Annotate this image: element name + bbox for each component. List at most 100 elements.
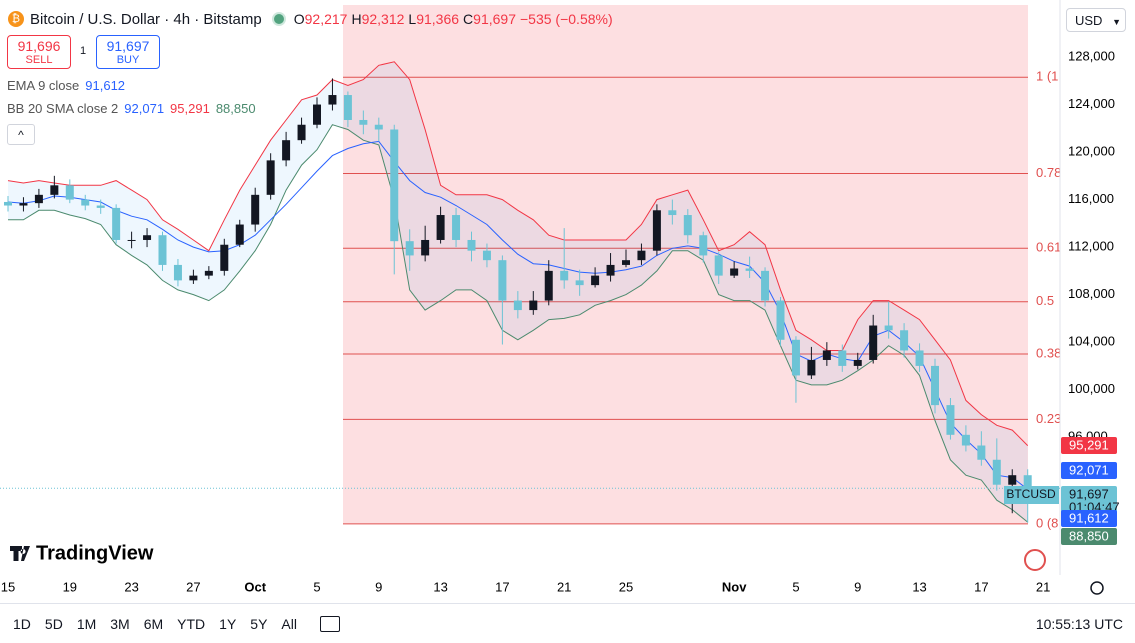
settings-icon[interactable] [1090, 581, 1104, 595]
ema-legend: EMA 9 close 91,612 [7, 78, 125, 93]
candle-body [776, 300, 785, 340]
candle-body [884, 325, 893, 331]
fib-label: 1 (1 [1036, 69, 1058, 84]
logo: TradingView [10, 542, 154, 564]
bottom-toolbar: 1D 5D 1M 3M 6M YTD 1Y 5Y All 10:55:13 UTC [0, 603, 1135, 643]
y-tick-label: 100,000 [1068, 381, 1115, 396]
price-tag [1061, 462, 1117, 479]
candle-body [282, 140, 291, 161]
range-button[interactable]: 1M [76, 615, 97, 632]
candle-body [668, 210, 677, 216]
candle-body [173, 264, 182, 281]
range-button[interactable]: 1D [13, 615, 31, 632]
sell-button[interactable]: 91,696 SELL [7, 35, 71, 69]
candle-body [343, 95, 352, 120]
ohlc-value: 92,312 [361, 10, 405, 27]
brand: TradingView [36, 542, 154, 564]
candle-body [251, 194, 260, 225]
x-tick-label: 13 [433, 579, 447, 594]
candle-body [374, 124, 383, 130]
sell-label: SELL [25, 54, 53, 66]
range-button[interactable]: All [281, 615, 297, 632]
x-tick-label: 15 [1, 579, 15, 594]
legend-value: 95,291 [170, 101, 210, 116]
candle-body [560, 270, 569, 281]
quantity: 1 [80, 45, 87, 57]
candle-body [266, 160, 275, 195]
candle-body [34, 194, 43, 204]
ohlc-value: 92,217 [304, 10, 348, 27]
legend-value: 91,612 [85, 78, 126, 93]
change: −535 (−0.58%) [520, 11, 613, 27]
collapse-button[interactable]: ^ [7, 124, 35, 145]
candle-body [297, 124, 306, 141]
bb-legend: BB 20 SMA close 2 92,071 95,291 88,850 [7, 101, 256, 116]
symbol-header: ₿ Bitcoin / U.S. Dollar · 4h · Bitstamp … [8, 8, 617, 30]
price-tag-label: 91,697 [1069, 486, 1109, 501]
price-tag-label: 91,612 [1069, 510, 1109, 525]
fib-zone [343, 5, 1028, 524]
clock[interactable]: 10:55:13 UTC [1035, 615, 1123, 632]
currency: USD [1075, 13, 1103, 28]
x-tick-label: 21 [1036, 579, 1050, 594]
ohlc-key: H [351, 10, 362, 27]
candle-body [421, 239, 430, 256]
x-tick-label: 13 [912, 579, 926, 594]
candle-body [869, 325, 878, 360]
buy-price: 91,697 [106, 38, 150, 54]
x-tick-label: 19 [63, 579, 77, 594]
x-tick-label: 5 [792, 579, 799, 594]
candle-body [127, 239, 136, 241]
candle-body [730, 268, 739, 276]
range-button[interactable]: 3M [110, 615, 130, 632]
candle-body [992, 459, 1001, 485]
x-tick-label: 17 [495, 579, 509, 594]
candle-body [359, 119, 368, 125]
y-tick-label: 128,000 [1068, 48, 1115, 63]
price-tag-label: 92,071 [1069, 462, 1109, 477]
symbol[interactable]: Bitcoin / U.S. Dollar · 4h · Bitstamp [30, 10, 262, 28]
x-tick-label: 17 [974, 579, 988, 594]
candle-body [683, 215, 692, 236]
candle-body [591, 275, 600, 286]
candle-body [4, 201, 12, 206]
currency-select[interactable]: USD ▼ [1066, 8, 1126, 32]
candle-body [544, 270, 553, 301]
y-tick-label: 116,000 [1068, 191, 1114, 206]
candle-body [1023, 475, 1032, 489]
fib-label: 0.23 [1036, 411, 1061, 426]
legend-name: BB 20 SMA close 2 [7, 101, 119, 116]
candle-body [791, 339, 800, 376]
range-button[interactable]: 6M [143, 615, 164, 632]
candle-body [575, 280, 584, 286]
x-tick-label: 9 [375, 579, 382, 594]
x-tick-label: 21 [557, 579, 571, 594]
y-tick-label: 124,000 [1068, 96, 1115, 111]
x-tick-label: Nov [722, 579, 747, 594]
candle-body [606, 264, 615, 276]
fib-label: 0.78 [1036, 165, 1061, 180]
ohlc-key: C [463, 10, 474, 27]
date-range-icon[interactable] [319, 615, 340, 632]
candle-body [853, 359, 862, 366]
candle-body [65, 185, 74, 200]
range-button[interactable]: 5D [44, 615, 63, 632]
candle-body [822, 350, 831, 360]
buy-button[interactable]: 91,697 BUY [96, 35, 160, 69]
candle-body [652, 210, 661, 251]
candle-body [220, 244, 229, 271]
candle-body [699, 235, 708, 256]
candle-body [204, 270, 213, 276]
range-button[interactable]: YTD [177, 615, 206, 632]
candle-body [637, 250, 646, 261]
candle-body [622, 260, 630, 265]
range-button[interactable]: 1Y [219, 615, 237, 632]
candle-body [961, 434, 970, 446]
candle-body [714, 255, 723, 276]
news-icon[interactable] [1024, 549, 1046, 571]
candle-body [761, 270, 770, 301]
price-tag-label: 95,291 [1069, 437, 1109, 452]
plot: 1 (1 0.78 0.61 0.5 0.38 0.23 0 (8 [4, 61, 1061, 530]
range-button[interactable]: 5Y [250, 615, 268, 632]
